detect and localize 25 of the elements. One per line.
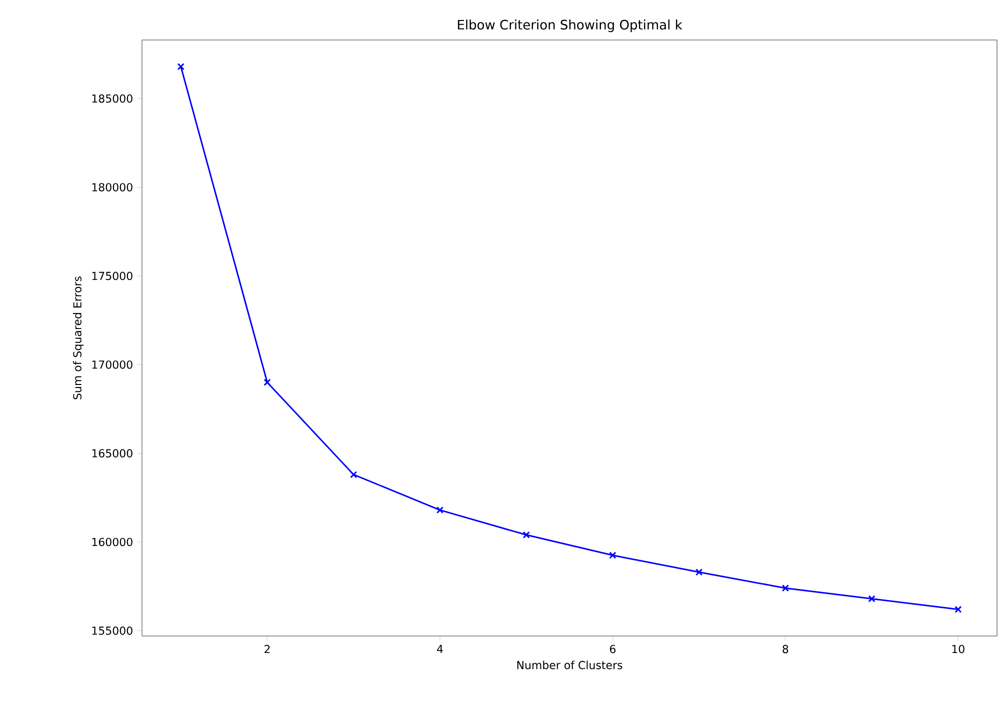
y-axis-title: Sum of Squared Errors — [72, 276, 84, 400]
x-axis-title: Number of Clusters — [517, 660, 622, 670]
y-tick-label: 180000 — [92, 183, 132, 192]
point — [695, 568, 703, 576]
chart-title: Elbow Criterion Showing Optimal k — [458, 20, 682, 32]
point — [868, 595, 876, 602]
point — [350, 471, 358, 478]
y-tick-label: 155000 — [92, 626, 132, 635]
y-tick-label: 185000 — [92, 94, 132, 103]
x-tick-label: 6 — [610, 644, 616, 654]
point — [436, 506, 444, 514]
point — [609, 552, 616, 559]
x-tick-label: 8 — [782, 644, 788, 654]
y-tick-label: 170000 — [92, 360, 132, 369]
y-tick-label: 175000 — [92, 272, 132, 280]
point — [264, 378, 271, 386]
point — [522, 531, 530, 538]
point — [782, 584, 789, 592]
y-tick-label: 160000 — [92, 538, 132, 546]
y-tick-label: 165000 — [92, 449, 132, 458]
x-tick-label: 4 — [436, 644, 443, 653]
point — [954, 606, 962, 613]
point — [177, 63, 184, 70]
x-tick-label: 10 — [952, 644, 964, 654]
x-tick-label: 2 — [264, 644, 270, 654]
